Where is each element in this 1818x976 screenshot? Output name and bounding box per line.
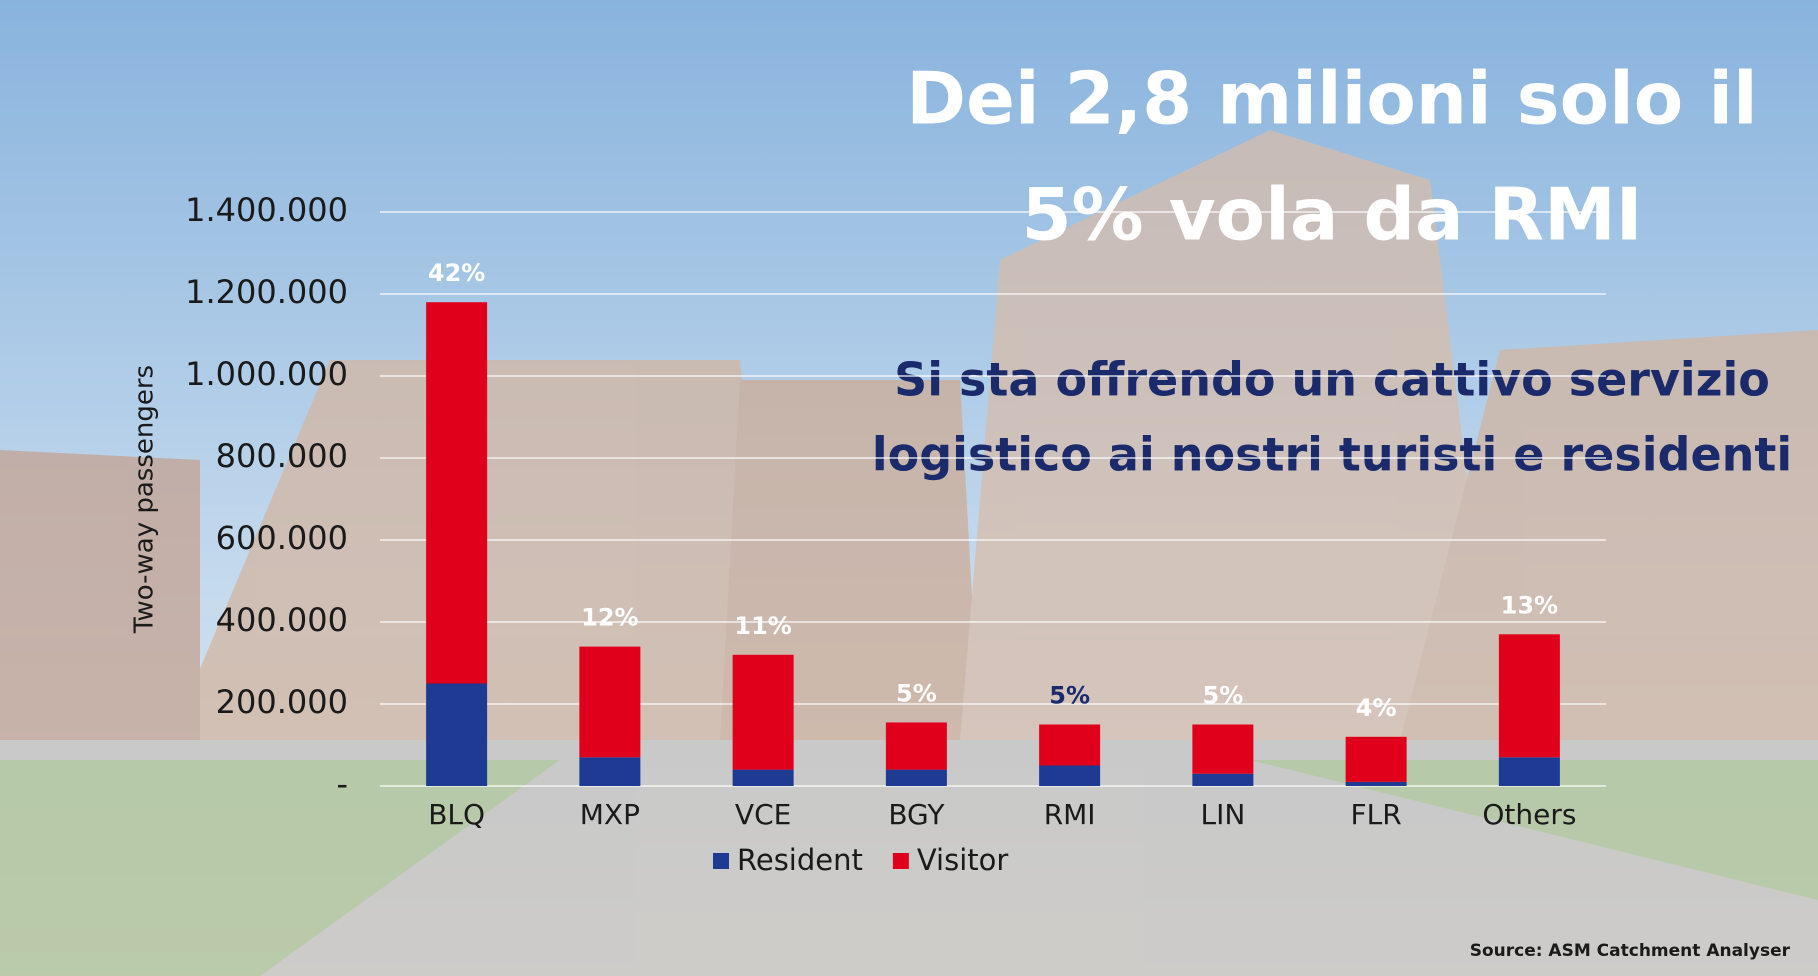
y-axis-label: Two-way passengers	[130, 365, 160, 634]
y-tick-label: 200.000	[216, 683, 348, 721]
x-tick-label: FLR	[1351, 798, 1402, 831]
x-tick-label: BGY	[888, 798, 945, 831]
bar-segment	[886, 722, 947, 769]
bar-segment	[733, 655, 794, 770]
y-tick-label: 1.200.000	[185, 273, 348, 311]
bar-segment	[1499, 634, 1560, 757]
total-label: 11%	[734, 612, 791, 640]
total-label: 5%	[896, 679, 937, 707]
x-tick-label: VCE	[735, 798, 791, 831]
bar-segment	[1192, 774, 1253, 786]
bar-segment	[1039, 725, 1100, 766]
title: 5% vola da RMI	[1021, 173, 1642, 257]
chart: Dei 2,8 milioni solo il 5% vola da RMI S…	[0, 0, 1818, 976]
total-label: 13%	[1501, 591, 1558, 619]
bar-segment	[1192, 725, 1253, 774]
y-tick-label: 1.000.000	[185, 355, 348, 393]
total-label: 4%	[1356, 694, 1397, 722]
bar-segment	[579, 647, 640, 758]
legend-label: Visitor	[917, 843, 1009, 877]
bar-segment	[1499, 757, 1560, 786]
subtitle: Si sta offrendo un cattivo servizio	[894, 353, 1770, 407]
x-tick-label: Others	[1482, 798, 1576, 831]
x-tick-label: BLQ	[428, 798, 485, 831]
legend-swatch	[713, 853, 729, 869]
total-label: 12%	[581, 604, 638, 632]
bar-segment	[1346, 737, 1407, 782]
bar-segment	[426, 302, 487, 683]
y-tick-label: 800.000	[216, 437, 348, 475]
bar-segment	[1039, 766, 1100, 787]
legend-label: Resident	[737, 843, 863, 877]
x-tick-label: MXP	[580, 798, 640, 831]
legend-swatch	[893, 853, 909, 869]
y-tick-label: 400.000	[216, 601, 348, 639]
total-label: 42%	[428, 259, 485, 287]
x-tick-label: LIN	[1200, 798, 1245, 831]
bar-segment	[886, 770, 947, 786]
title: Dei 2,8 milioni solo il	[906, 57, 1757, 141]
x-tick-label: RMI	[1044, 798, 1096, 831]
source: Source: ASM Catchment Analyser	[1470, 941, 1791, 961]
total-label: 5%	[1203, 682, 1244, 710]
bar-segment	[579, 757, 640, 786]
total-label: 5%	[1049, 682, 1090, 710]
subtitle: logistico ai nostri turisti e residenti	[872, 428, 1792, 482]
y-tick-label: -	[336, 765, 348, 803]
bar-segment	[426, 684, 487, 787]
y-tick-label: 600.000	[216, 519, 348, 557]
bar-segment	[1346, 782, 1407, 786]
bar-segment	[733, 770, 794, 786]
y-tick-label: 1.400.000	[185, 191, 348, 229]
